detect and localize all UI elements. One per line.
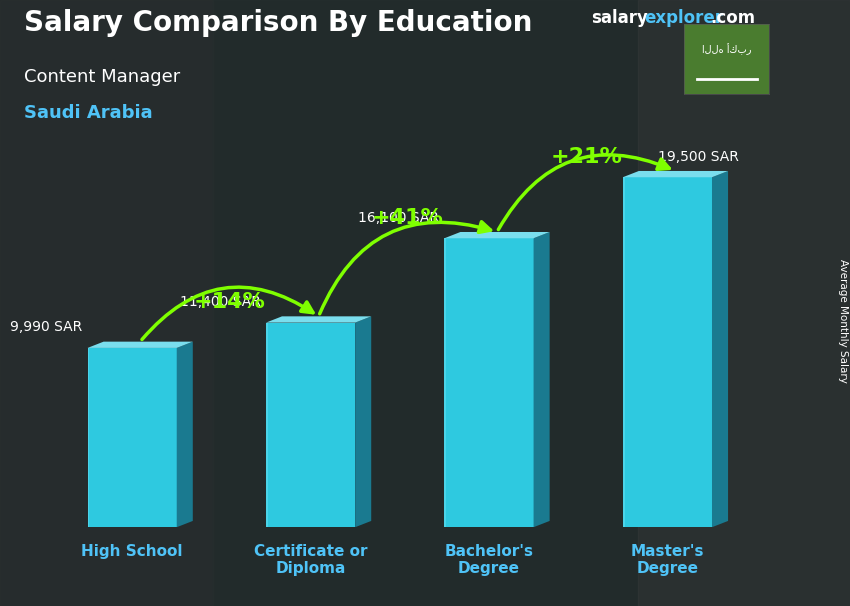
Text: +21%: +21%	[550, 147, 622, 167]
Text: explorer: explorer	[644, 9, 723, 27]
Polygon shape	[623, 177, 712, 527]
Polygon shape	[534, 232, 550, 527]
Text: salary: salary	[591, 9, 648, 27]
Polygon shape	[623, 171, 728, 177]
Polygon shape	[266, 316, 371, 322]
Text: 11,400 SAR: 11,400 SAR	[179, 295, 261, 309]
Text: Salary Comparison By Education: Salary Comparison By Education	[24, 9, 532, 37]
Text: Average Monthly Salary: Average Monthly Salary	[838, 259, 848, 383]
Polygon shape	[266, 322, 355, 527]
Polygon shape	[88, 342, 193, 348]
Polygon shape	[88, 348, 89, 527]
Text: Saudi Arabia: Saudi Arabia	[24, 104, 152, 122]
Polygon shape	[355, 316, 371, 527]
Polygon shape	[445, 232, 550, 238]
Text: 9,990 SAR: 9,990 SAR	[10, 321, 82, 335]
Polygon shape	[712, 171, 728, 527]
Text: +41%: +41%	[371, 208, 444, 228]
Polygon shape	[266, 322, 268, 527]
Polygon shape	[445, 238, 446, 527]
Polygon shape	[177, 342, 193, 527]
Text: 16,100 SAR: 16,100 SAR	[358, 211, 439, 225]
Text: 19,500 SAR: 19,500 SAR	[659, 150, 740, 164]
Polygon shape	[445, 238, 534, 527]
Text: +14%: +14%	[194, 292, 265, 312]
Text: Content Manager: Content Manager	[24, 68, 180, 86]
Text: .com: .com	[711, 9, 756, 27]
Text: الله أكبر: الله أكبر	[702, 42, 751, 55]
Polygon shape	[623, 177, 625, 527]
Polygon shape	[88, 348, 177, 527]
